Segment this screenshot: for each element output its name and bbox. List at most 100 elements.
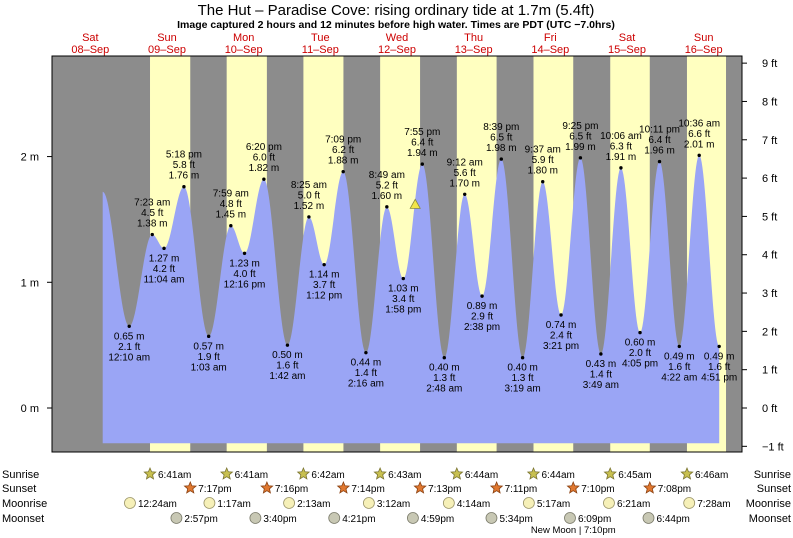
sunset-time-label: 7:08pm	[658, 484, 691, 495]
tide-meters-label: 0.40 m	[429, 363, 460, 374]
tide-time-label: 7:09 pm	[325, 135, 361, 146]
tide-point	[162, 246, 166, 251]
right-axis-label: 6 ft	[762, 173, 777, 185]
day-date-label: 08–Sep	[71, 44, 109, 56]
moonset-icon	[249, 512, 262, 524]
moonset-time-label: 3:40pm	[263, 514, 296, 525]
current-tide-marker	[409, 198, 421, 209]
tide-feet-label: 2.9 ft	[471, 312, 493, 323]
tide-point	[262, 177, 266, 181]
tide-feet-label: 4.8 ft	[220, 199, 242, 210]
tide-meters-label: 1.70 m	[449, 178, 480, 189]
tide-time-label: 1:58 pm	[385, 305, 421, 316]
tide-point	[697, 153, 701, 158]
sunrise-icon	[143, 466, 157, 480]
tide-feet-label: 1.9 ft	[198, 352, 220, 363]
tide-meters-label: 1.45 m	[216, 210, 247, 221]
moonset-icon	[485, 512, 498, 524]
tide-point	[559, 313, 563, 317]
tide-time-label: 4:22 am	[661, 372, 697, 383]
sunset-time-label: 7:16pm	[275, 484, 308, 495]
sunrise-time-label: 6:41am	[235, 470, 268, 481]
day-name-label: Mon	[233, 32, 254, 44]
tide-feet-label: 5.2 ft	[376, 180, 398, 191]
day-name-label: Wed	[386, 32, 408, 44]
sunrise-time-label: 6:43am	[388, 470, 421, 481]
tide-time-label: 3:21 pm	[543, 341, 579, 352]
tide-point	[480, 294, 484, 298]
tide-point	[307, 215, 311, 219]
tide-feet-label: 3.7 ft	[313, 280, 335, 291]
sunset-icon	[260, 480, 274, 494]
tide-meters-label: 0.65 m	[114, 331, 145, 342]
sunset-icon	[643, 480, 657, 494]
tide-meters-label: 1.94 m	[407, 148, 438, 159]
tide-point	[541, 180, 545, 184]
tide-meters-label: 0.89 m	[467, 301, 498, 312]
day-name-label: Tue	[311, 32, 330, 44]
sunset-time-label: 7:10pm	[581, 484, 614, 495]
sunset-icon	[183, 480, 198, 494]
moonrise-time-label: 3:12am	[377, 499, 410, 510]
moonset-icon	[642, 512, 655, 524]
moonrise-time-label: 4:14am	[457, 499, 490, 510]
tide-time-label: 10:11 pm	[639, 125, 680, 136]
day-date-label: 12–Sep	[378, 44, 416, 56]
tide-feet-label: 6.4 ft	[411, 138, 433, 149]
moonset-icon	[564, 512, 576, 524]
tide-point	[599, 352, 603, 356]
right-axis-label: 7 ft	[762, 135, 777, 147]
tide-point	[619, 166, 623, 170]
tide-point	[657, 159, 662, 164]
tide-meters-label: 1.60 m	[372, 191, 403, 202]
tide-time-label: 10:36 am	[678, 118, 720, 129]
row-label-left: Moonset	[2, 513, 44, 525]
day-name-label: Fri	[544, 32, 557, 44]
right-axis-label: 8 ft	[762, 96, 777, 108]
tide-time-label: 7:23 am	[134, 198, 170, 209]
day-name-label: Sat	[619, 32, 636, 44]
moonset-time-label: 2:57pm	[184, 514, 217, 525]
sunset-time-label: 7:14pm	[351, 484, 384, 495]
tide-feet-label: 6.5 ft	[569, 131, 591, 142]
sunrise-icon	[526, 466, 541, 480]
tide-meters-label: 0.43 m	[586, 359, 617, 370]
day-date-label: 13–Sep	[455, 44, 493, 56]
tide-feet-label: 1.6 ft	[708, 362, 730, 373]
right-axis-label: 1 ft	[762, 365, 777, 377]
chart-title: The Hut – Paradise Cove: rising ordinary…	[198, 2, 595, 19]
tide-meters-label: 0.49 m	[664, 351, 695, 362]
tide-meters-label: 0.57 m	[193, 341, 224, 352]
tide-point	[285, 343, 290, 347]
sunrise-time-label: 6:42am	[311, 470, 344, 481]
tide-meters-label: 0.44 m	[351, 358, 382, 369]
tide-meters-label: 0.50 m	[272, 350, 303, 361]
tide-feet-label: 1.4 ft	[590, 369, 612, 380]
moonset-time-label: 4:21pm	[342, 514, 375, 525]
tide-point	[242, 251, 247, 256]
tide-time-label: 2:16 am	[348, 379, 384, 390]
astronomy-rows: Sunrise Sunrise Sunset Sunset Moonrise Moonri…	[2, 466, 791, 536]
tide-feet-label: 1.6 ft	[276, 361, 298, 372]
moonrise-icon	[442, 497, 455, 509]
moonset-time-label: 6:09pm	[578, 514, 611, 525]
sunrise-icon	[680, 466, 694, 480]
day-date-label: 16–Sep	[685, 44, 723, 56]
tide-point	[717, 344, 721, 349]
moonrise-icon	[683, 497, 696, 509]
tide-point	[520, 356, 525, 360]
tide-time-label: 2:38 pm	[464, 322, 500, 333]
tide-feet-label: 4.2 ft	[153, 264, 175, 275]
left-axis-label: 0 m	[21, 403, 39, 415]
tide-meters-label: 1.99 m	[565, 142, 596, 153]
right-axis-label: 3 ft	[762, 288, 777, 300]
sunset-icon	[413, 480, 427, 494]
tide-meters-label: 1.27 m	[149, 253, 180, 264]
sunrise-time-label: 6:46am	[695, 470, 728, 481]
moonrise-icon	[603, 497, 615, 509]
tide-point	[229, 224, 233, 228]
tide-meters-label: 2.01 m	[684, 139, 715, 150]
tide-area	[102, 155, 720, 444]
tide-point	[442, 356, 446, 360]
